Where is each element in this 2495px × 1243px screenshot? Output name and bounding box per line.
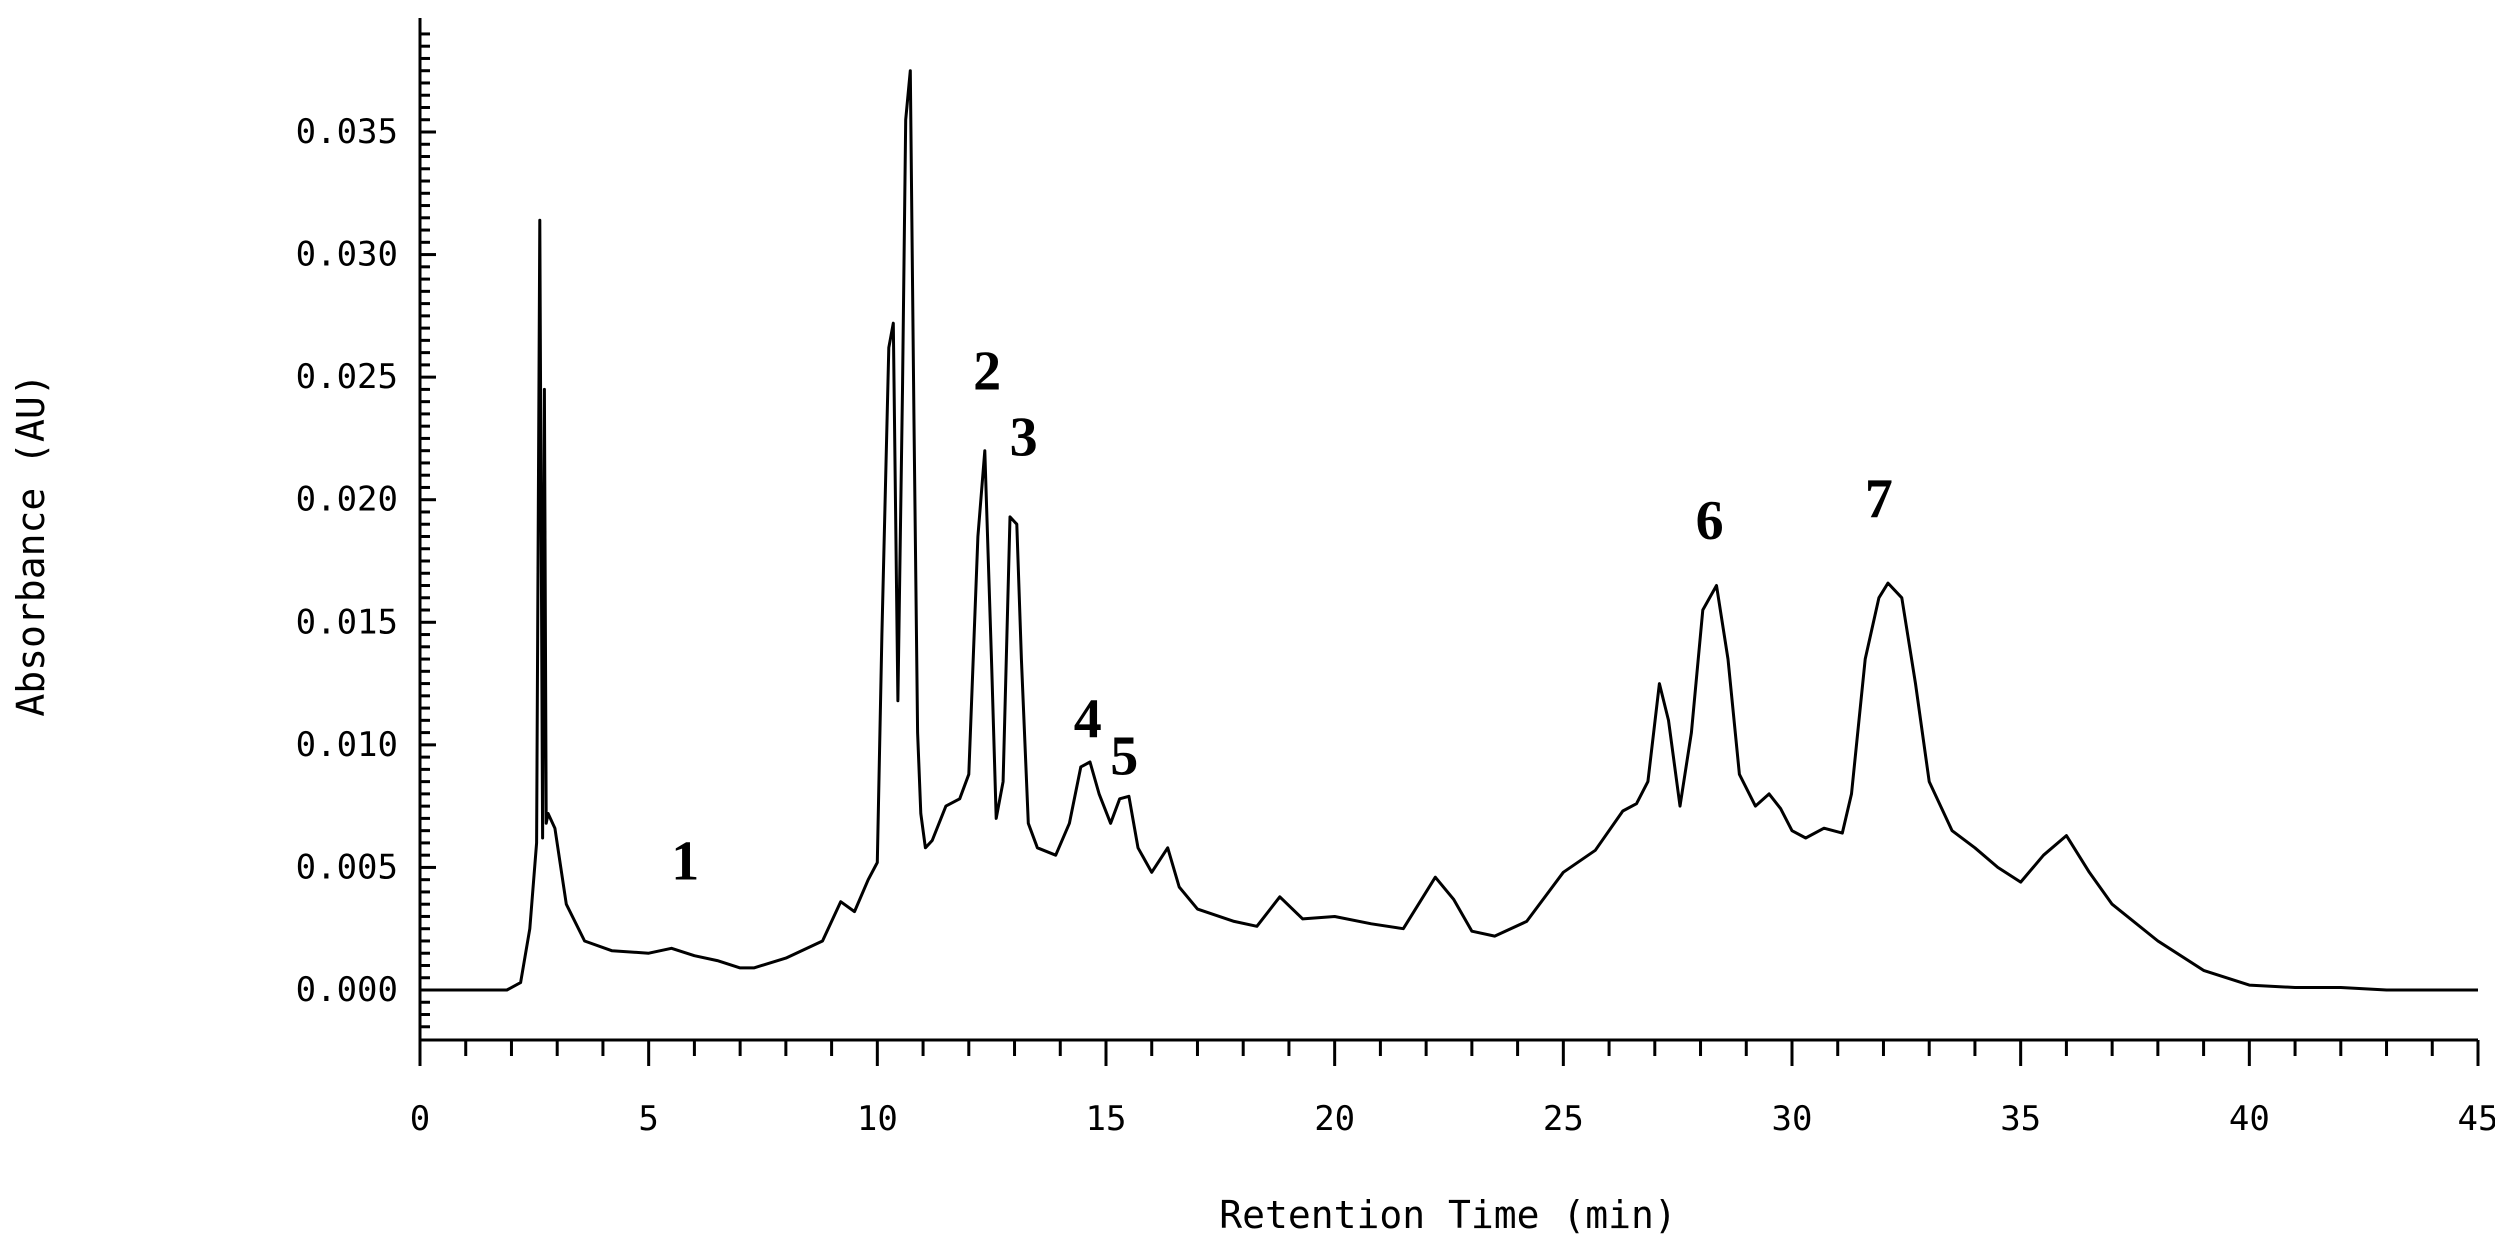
peak-label-6: 6 bbox=[1696, 490, 1724, 552]
x-tick-label: 40 bbox=[2229, 1099, 2270, 1139]
x-axis-title: Retention Time (min) bbox=[1219, 1193, 1677, 1237]
x-tick-label: 30 bbox=[1772, 1099, 1813, 1139]
x-tick-label: 5 bbox=[638, 1099, 658, 1139]
y-tick-label: 0.030 bbox=[296, 235, 398, 275]
y-ticks bbox=[420, 32, 436, 1029]
peak-label-3: 3 bbox=[1010, 407, 1038, 469]
x-axis: 0 5 10 15 20 25 30 35 40 45 bbox=[410, 1038, 2495, 1139]
peak-label-2: 2 bbox=[973, 340, 1001, 402]
y-tick-label: 0.020 bbox=[296, 480, 398, 520]
x-tick-label: 35 bbox=[2000, 1099, 2041, 1139]
chromatogram-trace bbox=[420, 69, 2478, 992]
x-tick-label: 10 bbox=[857, 1099, 898, 1139]
x-tick-label: 15 bbox=[1086, 1099, 1127, 1139]
y-tick-label: 0.010 bbox=[296, 725, 398, 765]
y-tick-label: 0.025 bbox=[296, 357, 398, 397]
x-tick-labels: 0 5 10 15 20 25 30 35 40 45 bbox=[410, 1099, 2495, 1139]
y-axis: 0.000 0.005 0.010 0.015 0.020 0.025 0.030 0.035 bbox=[296, 18, 436, 1040]
y-tick-labels: 0.000 0.005 0.010 0.015 0.020 0.025 0.030 0.035 bbox=[296, 112, 398, 1010]
peak-label-7: 7 bbox=[1865, 468, 1893, 530]
x-tick-label: 0 bbox=[410, 1099, 430, 1139]
x-tick-label: 20 bbox=[1314, 1099, 1355, 1139]
peak-label-5: 5 bbox=[1110, 725, 1138, 787]
y-axis-title: Absorbance (AU) bbox=[9, 373, 53, 716]
x-tick-label: 25 bbox=[1543, 1099, 1584, 1139]
peak-label-1: 1 bbox=[671, 831, 699, 893]
x-ticks bbox=[418, 1040, 2480, 1066]
peak-label-4: 4 bbox=[1074, 689, 1102, 751]
y-tick-label: 0.015 bbox=[296, 602, 398, 642]
y-tick-label: 0.000 bbox=[296, 970, 398, 1010]
x-tick-label: 45 bbox=[2458, 1099, 2495, 1139]
y-tick-label: 0.005 bbox=[296, 847, 398, 887]
y-tick-label: 0.035 bbox=[296, 112, 398, 152]
